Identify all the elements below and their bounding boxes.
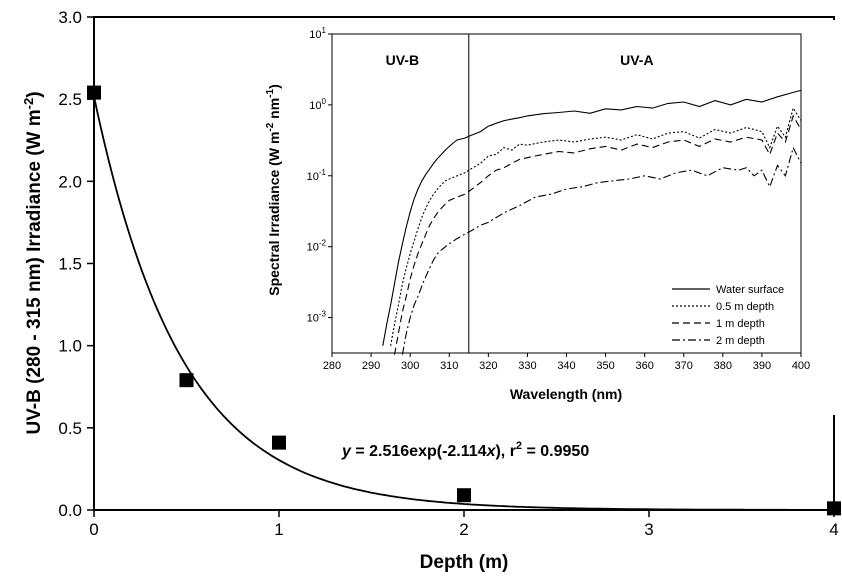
inset-x-tick-label: 320 [479,360,497,372]
series-2m-depth [401,146,802,355]
y-tick-label: 1.0 [58,337,82,356]
inset-background [246,20,836,415]
legend-label-1m-depth: 1 m depth [716,318,765,330]
series-water-surface [382,89,802,346]
fit-equation: y = 2.516exp(-2.114x), r2 = 0.9950 [341,440,589,460]
inset-y-tick-exponent: 1 [322,26,327,35]
legend-label-0-5m-depth: 0.5 m depth [716,301,774,313]
y-tick-label: 2.0 [58,172,82,191]
inset-y-tick-exponent: 0 [322,97,327,106]
x-tick-label: 4 [829,520,838,539]
region-label-uva: UV-A [620,52,653,68]
inset-x-tick-label: 330 [518,360,536,372]
inset-x-tick-label: 360 [635,360,653,372]
legend-label-2m-depth: 2 m depth [716,335,765,347]
inset-y-tick-exponent: -1 [319,168,327,177]
inset-y-tick-label: 101 [309,26,326,41]
inset-y-tick-exponent: -3 [319,310,327,319]
inset-y-tick-base: 10 [307,242,319,254]
legend-label-water-surface: Water surface [716,284,784,296]
inset-y-tick-label: 10-2 [307,239,327,254]
inset-x-tick-label: 280 [323,360,341,372]
inset-x-axis-title: Wavelength (nm) [510,386,622,402]
main-points [87,85,841,516]
data-point-marker [272,435,286,450]
inset-x-tick-label: 300 [401,360,419,372]
inset-x-tick-label: 340 [557,360,575,372]
main-ticks: 0 1 2 3 4 0.0 0.5 1.0 1.5 2.0 2.5 3.0 [58,8,838,539]
y-tick-label: 2.5 [58,90,82,109]
fit-curve [93,96,834,511]
data-point-marker [179,373,194,388]
main-x-axis-title: Depth (m) [420,552,509,573]
inset-x-tick-label: 350 [596,360,614,372]
main-y-axis-title: UV-B (280 - 315 nm) Irradiance (W m-2) [21,91,45,434]
x-tick-label: 3 [644,520,653,539]
inset-y-tick-base: 10 [307,313,319,325]
inset-x-tick-label: 370 [675,360,693,372]
y-tick-label: 0.5 [58,419,82,438]
data-point-marker [457,488,471,503]
y-tick-label: 1.5 [58,255,82,274]
inset-y-tick-base: 10 [309,29,321,41]
series-1m-depth [393,114,802,355]
y-tick-label: 0.0 [58,501,82,520]
main-fit-curve-group [93,96,834,511]
inset-ticks: 280 290 300 310 320 330 340 350 360 370 380 390 400 1… [307,26,811,372]
inset-y-axis-title: Spectral Irradiance (W m-2 nm-1) [265,84,282,296]
region-label-uvb: UV-B [386,52,419,68]
inset-x-tick-label: 380 [714,360,732,372]
x-tick-label: 2 [459,520,468,539]
inset-legend: Water surface 0.5 m depth 1 m depth 2 m … [672,284,784,347]
inset-y-tick-label: 100 [309,97,326,112]
inset-x-tick-label: 390 [753,360,771,372]
data-point-marker [87,85,101,100]
inset-x-tick-label: 310 [440,360,458,372]
inset-y-tick-base: 10 [309,100,321,112]
inset-y-tick-label: 10-1 [307,168,327,183]
inset-y-tick-exponent: -2 [319,239,327,248]
inset-x-tick-label: 290 [362,360,380,372]
inset-x-tick-label: 400 [792,360,810,372]
inset-y-tick-base: 10 [307,171,319,183]
x-tick-label: 0 [89,520,98,539]
inset-y-tick-label: 10-3 [307,310,327,325]
x-tick-label: 1 [274,520,283,539]
y-tick-label: 3.0 [58,8,82,27]
inset-series [382,89,802,355]
data-point-marker [827,501,841,516]
series-0-5m-depth [390,106,802,346]
inset-chart: 280 290 300 310 320 330 340 350 360 370 380 390 400 1… [246,20,836,415]
